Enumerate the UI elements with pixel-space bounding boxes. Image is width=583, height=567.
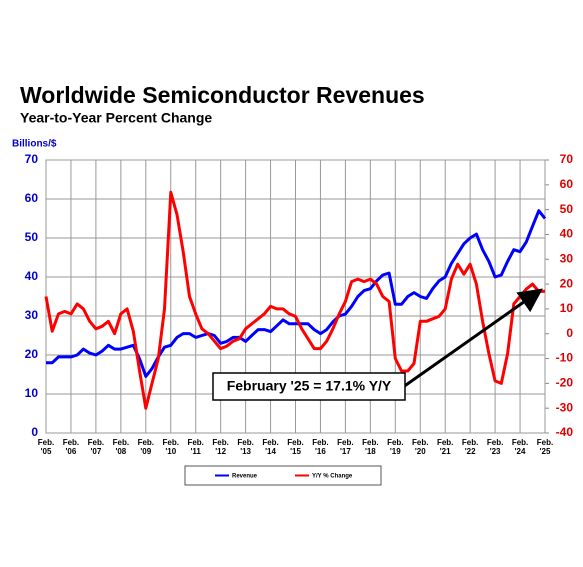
- chart-title: Worldwide Semiconductor Revenues: [20, 82, 425, 108]
- y2-tick-label: 10: [560, 301, 574, 315]
- y-tick-label: 10: [25, 386, 39, 400]
- x-tick-label: Feb. '17: [337, 438, 354, 456]
- legend-label: Y/Y % Change: [312, 474, 353, 480]
- y2-tick-label: -40: [556, 425, 574, 439]
- x-tick-label: Feb. '21: [436, 438, 454, 456]
- y-tick-label: 60: [25, 191, 39, 205]
- x-tick-label: Feb. '16: [312, 438, 329, 456]
- x-tick-label: Feb. '14: [262, 438, 279, 456]
- x-tick-label: Feb. '05: [37, 438, 55, 456]
- x-tick-label: Feb. '19: [387, 438, 404, 456]
- x-tick-label: Feb. '06: [62, 438, 80, 456]
- legend-label: Revenue: [232, 474, 258, 480]
- x-tick-label: Feb. '24: [511, 438, 529, 456]
- x-tick-label: Feb. '10: [162, 438, 179, 456]
- x-tick-label: Feb. '23: [486, 438, 504, 456]
- y2-tick-label: 40: [560, 227, 574, 241]
- x-tick-label: Feb. '07: [87, 438, 105, 456]
- x-tick-label: Feb. '25: [536, 438, 554, 456]
- x-tick-label: Feb. '08: [112, 438, 130, 456]
- legend-box: [184, 465, 382, 486]
- y2-tick-label: 50: [560, 202, 574, 216]
- y-axis-label: Billions/$: [12, 139, 57, 150]
- series-line: [46, 209, 547, 378]
- y-tick-label: 70: [25, 152, 39, 166]
- y2-tick-label: 0: [566, 326, 573, 340]
- y2-tick-label: -20: [556, 376, 574, 390]
- y2-tick-label: 60: [560, 177, 574, 191]
- y-tick-label: 40: [25, 269, 39, 283]
- chart-subtitle: Year-to-Year Percent Change: [20, 110, 212, 126]
- y2-tick-label: 20: [560, 276, 574, 290]
- annotation: February '25 = 17.1% Y/Y: [227, 378, 392, 394]
- x-tick-label: Feb. '18: [362, 438, 379, 456]
- y2-tick-label: -10: [556, 351, 574, 365]
- y-tick-label: 20: [25, 347, 39, 361]
- x-tick-label: Feb. '22: [461, 438, 479, 456]
- y2-tick-label: -30: [556, 400, 574, 414]
- series-line: [44, 190, 546, 410]
- x-tick-label: Feb. '20: [412, 438, 429, 456]
- y2-tick-label: 70: [560, 152, 574, 166]
- x-tick-label: Feb. '11: [187, 438, 204, 456]
- x-tick-label: Feb. '09: [137, 438, 155, 456]
- y2-tick-label: 30: [560, 251, 574, 265]
- annotation-box: [212, 372, 406, 401]
- y-tick-label: 0: [31, 425, 38, 439]
- x-tick-label: Feb. '15: [287, 438, 304, 456]
- y-tick-label: 30: [25, 308, 39, 322]
- x-tick-label: Feb. '13: [237, 438, 254, 456]
- x-tick-label: Feb. '12: [212, 438, 229, 456]
- arrow: [395, 288, 543, 394]
- y-tick-label: 50: [25, 230, 39, 244]
